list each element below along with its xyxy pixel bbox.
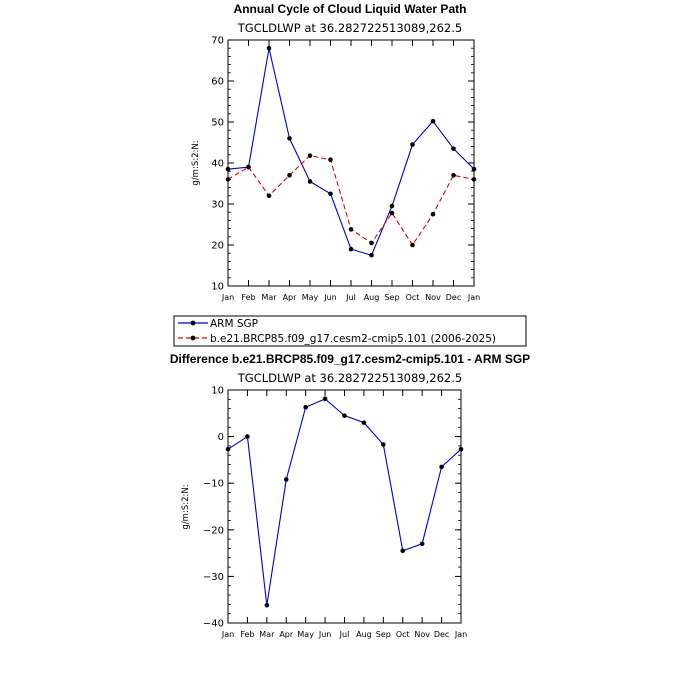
- y-tick-label: 0: [218, 432, 224, 443]
- data-point: [451, 173, 456, 178]
- series-line-0: [227, 398, 462, 606]
- y-tick-label: −30: [203, 572, 224, 583]
- legend-model-label: b.e21.BRCP85.f09_g17.cesm2-cmip5.101 (20…: [210, 333, 496, 345]
- data-point: [266, 45, 272, 51]
- x-tick-label: Oct: [396, 630, 410, 639]
- data-point: [225, 446, 231, 452]
- data-point: [225, 166, 231, 172]
- data-point: [328, 191, 333, 197]
- x-tick-label: Oct: [406, 293, 420, 302]
- x-tick-label: Sep: [376, 630, 391, 639]
- x-tick-label: Jun: [323, 293, 337, 302]
- data-point: [369, 252, 374, 258]
- chart1-title: Annual Cycle of Cloud Liquid Water Path: [234, 2, 467, 16]
- data-point: [246, 164, 251, 170]
- data-point: [225, 177, 231, 182]
- x-tick-label: Feb: [240, 630, 254, 639]
- data-point: [307, 179, 313, 184]
- data-point: [430, 211, 436, 217]
- y-tick-label: −40: [203, 619, 224, 630]
- x-tick-label: Aug: [356, 630, 372, 639]
- data-point: [264, 602, 270, 608]
- legend: ARM SGP b.e21.BRCP85.f09_g17.cesm2-cmip5…: [173, 315, 527, 347]
- y-tick-label: 10: [211, 282, 224, 293]
- x-tick-label: Jul: [339, 630, 350, 639]
- data-point: [430, 118, 436, 124]
- data-point: [451, 146, 456, 151]
- x-tick-label: Aug: [364, 293, 380, 302]
- data-point: [381, 442, 386, 447]
- data-point: [348, 227, 354, 232]
- chart2-subtitle: TGCLDLWP at 36.282722513089,262.5: [237, 371, 462, 385]
- data-point: [348, 246, 354, 252]
- data-point: [287, 173, 292, 178]
- x-tick-label: May: [297, 630, 314, 639]
- chart2-title: Difference b.e21.BRCP85.f09_g17.cesm2-cm…: [170, 352, 530, 366]
- data-point: [410, 242, 415, 248]
- chart2-plot-area: −40 −30 −20 −10 0 10 Jan Feb Mar Apr May Jun Jul Aug S…: [203, 386, 467, 640]
- x-tick-label: Jan: [221, 630, 234, 639]
- chart1-plot-area: 10 20 30 40 50 60 70 Jan Feb Mar Apr May Jun Jul Aug Se…: [211, 36, 480, 303]
- data-point: [328, 157, 333, 163]
- data-point: [303, 404, 308, 410]
- x-tick-label: Jun: [318, 630, 332, 639]
- difference-chart: Difference b.e21.BRCP85.f09_g17.cesm2-cm…: [170, 352, 530, 639]
- data-point: [287, 136, 292, 141]
- y-tick-label: 20: [211, 241, 224, 252]
- y-tick-label: −20: [203, 525, 224, 536]
- data-point: [410, 142, 415, 147]
- legend-model-marker: [190, 335, 196, 341]
- annual-cycle-chart: Annual Cycle of Cloud Liquid Water Path …: [191, 2, 480, 302]
- x-tick-label: Nov: [425, 293, 441, 302]
- x-tick-label: Apr: [283, 293, 298, 302]
- chart1-subtitle: TGCLDLWP at 36.282722513089,262.5: [237, 21, 462, 35]
- data-point: [458, 446, 464, 452]
- x-tick-label: Apr: [279, 630, 294, 639]
- data-point: [322, 396, 328, 402]
- legend-frame: [173, 315, 527, 347]
- x-tick-label: Jan: [454, 630, 467, 639]
- data-point: [419, 541, 425, 547]
- data-point: [307, 153, 313, 158]
- x-tick-label: May: [302, 293, 319, 302]
- x-tick-label: Mar: [261, 293, 277, 302]
- chart1-ylabel: g/m:S:2:N:: [191, 140, 201, 185]
- data-point: [389, 210, 395, 216]
- legend-arm-marker: [190, 320, 196, 326]
- data-point: [400, 548, 406, 554]
- data-point: [266, 193, 272, 199]
- x-tick-label: Nov: [414, 630, 430, 639]
- plot-frame: [227, 389, 462, 624]
- y-tick-label: 60: [211, 77, 224, 88]
- y-tick-label: 30: [211, 200, 224, 211]
- x-tick-label: Feb: [241, 293, 255, 302]
- data-point: [283, 477, 289, 482]
- y-tick-label: 10: [211, 386, 224, 397]
- data-point: [471, 177, 477, 182]
- x-tick-label: Jan: [467, 293, 480, 302]
- data-point: [389, 203, 395, 209]
- x-tick-label: Dec: [434, 630, 449, 639]
- x-tick-label: Jul: [345, 293, 356, 302]
- chart2-ylabel: g/m:S:2:N:: [181, 484, 191, 529]
- y-tick-label: 40: [211, 159, 224, 170]
- data-point: [369, 240, 374, 246]
- y-tick-label: 70: [211, 36, 224, 47]
- data-point: [361, 420, 367, 425]
- data-point: [471, 166, 477, 172]
- y-tick-label: 50: [211, 118, 224, 129]
- legend-arm-label: ARM SGP: [210, 318, 258, 330]
- data-point: [342, 413, 347, 418]
- x-tick-label: Dec: [446, 293, 461, 302]
- x-tick-label: Sep: [384, 293, 399, 302]
- data-point: [245, 434, 250, 439]
- x-tick-label: Mar: [259, 630, 275, 639]
- data-point: [439, 464, 444, 470]
- series-line-0: [227, 48, 475, 256]
- x-tick-label: Jan: [221, 293, 234, 302]
- y-tick-label: −10: [203, 479, 224, 490]
